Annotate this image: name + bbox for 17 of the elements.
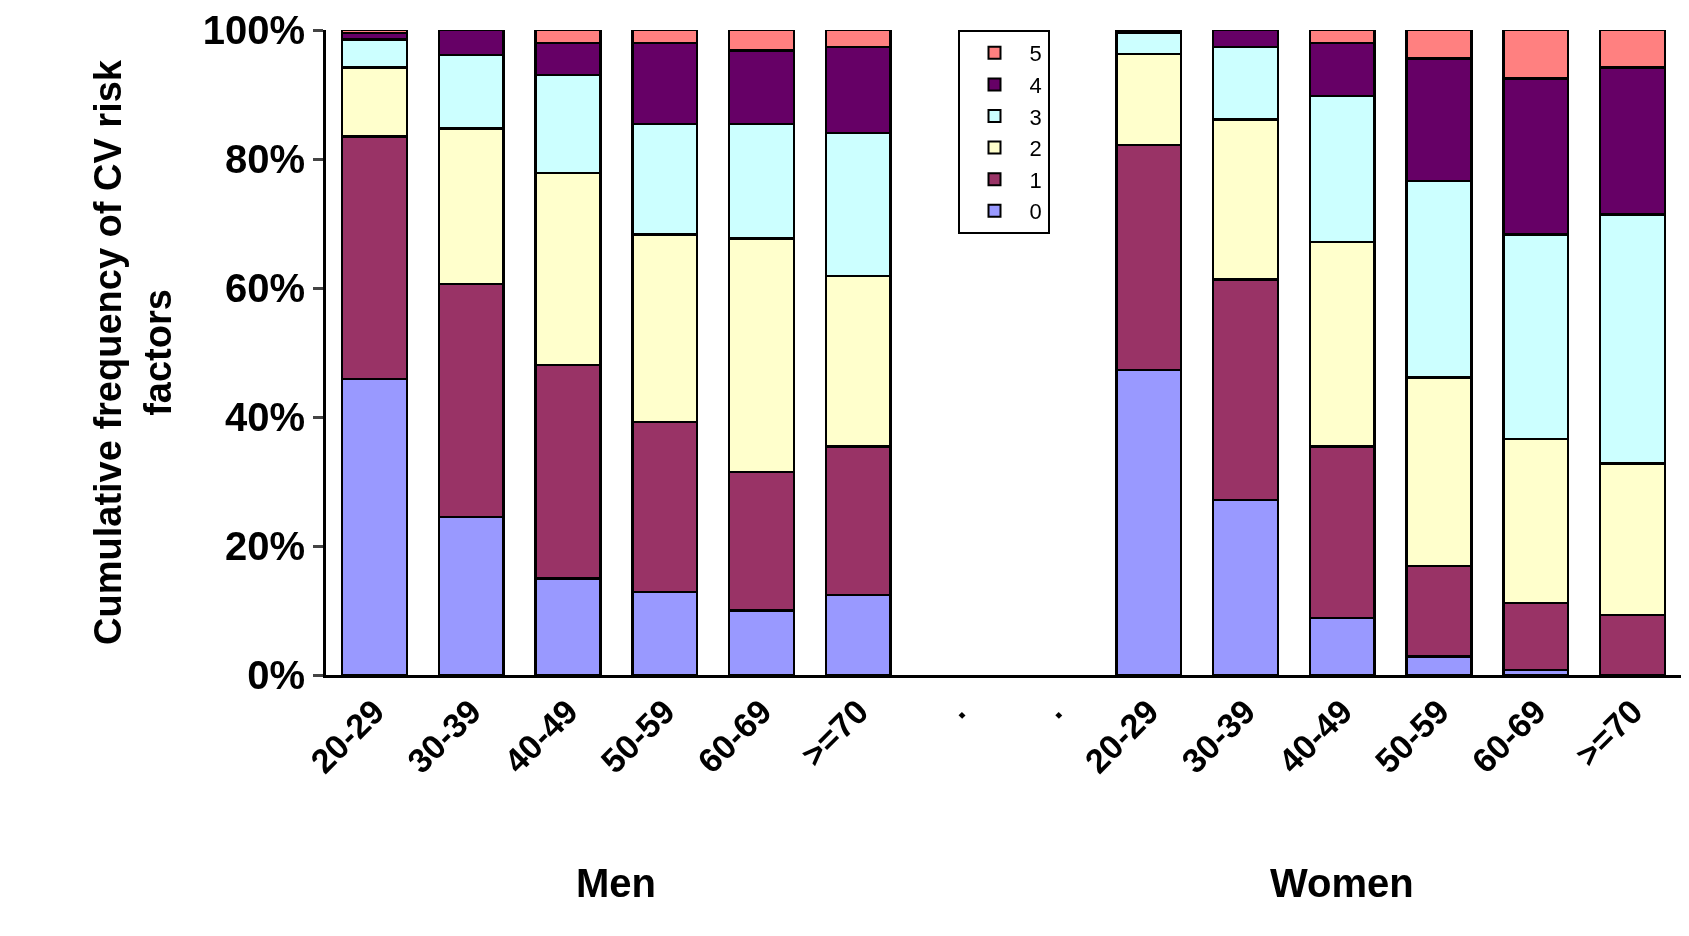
x-tick-label: .	[1035, 691, 1069, 726]
x-tick-label: .	[938, 691, 973, 726]
text: Women	[1270, 861, 1414, 905]
y-tick-label: 60%	[224, 266, 305, 310]
legend-label: 4	[1029, 72, 1042, 98]
legend-label: 1	[1029, 167, 1042, 193]
text: Men	[576, 861, 656, 905]
y-axis-title: Cumulative frequency of CV risk factors	[87, 59, 179, 645]
legend-label: 5	[1029, 41, 1042, 67]
y-tick-label: 40%	[224, 395, 305, 439]
y-tick-label: 0%	[247, 653, 305, 697]
y-tick-label: 20%	[224, 524, 305, 568]
legend-label: 3	[1029, 104, 1042, 130]
legend-label: 0	[1029, 199, 1042, 225]
y-tick-label: 80%	[224, 137, 305, 181]
y-tick-label: 100%	[202, 8, 305, 52]
legend-label: 2	[1029, 136, 1042, 162]
